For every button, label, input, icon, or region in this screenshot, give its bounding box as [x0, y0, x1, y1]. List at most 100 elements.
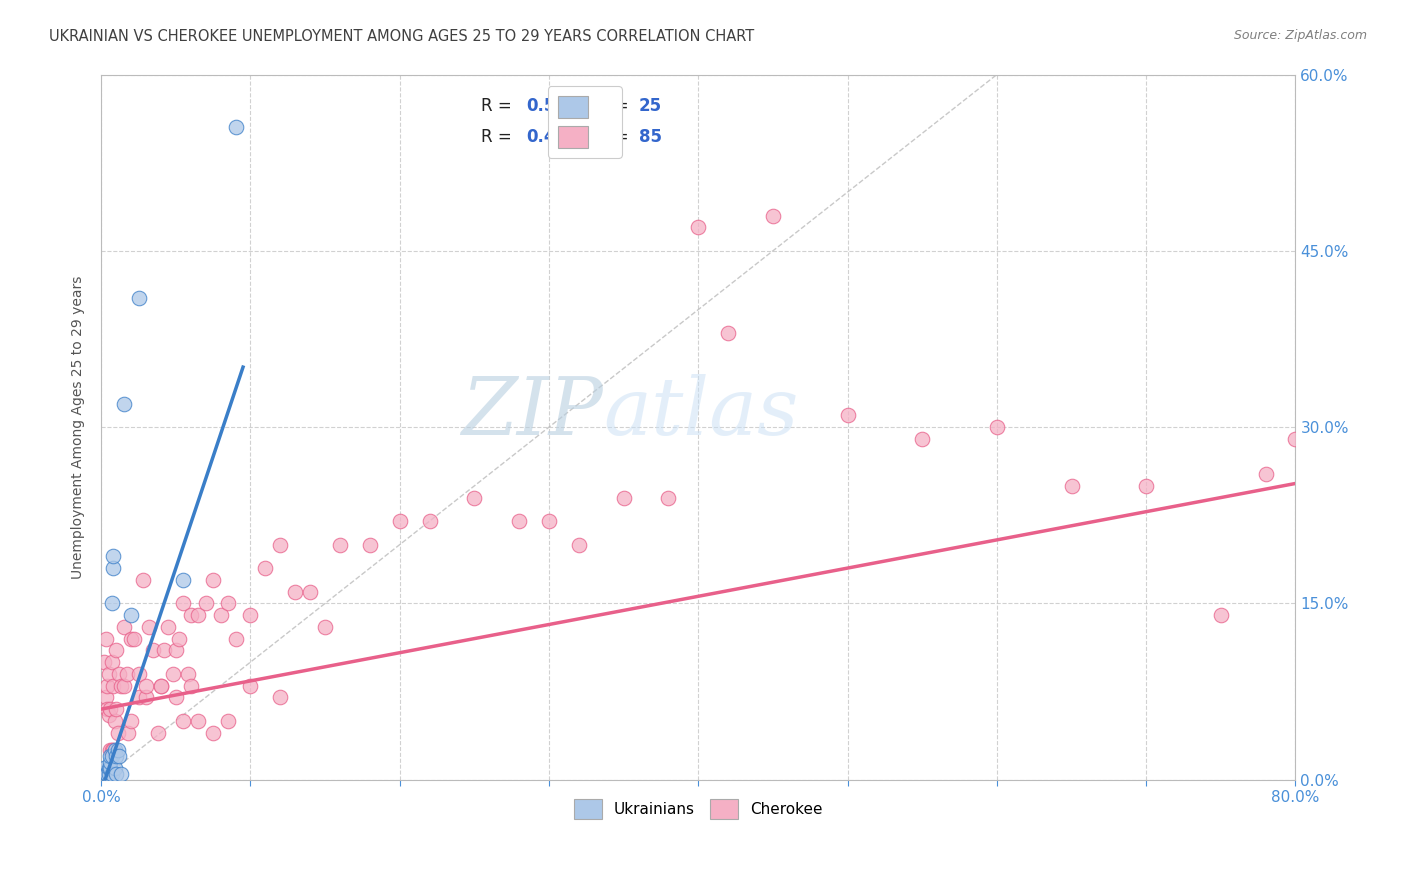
Point: [105, 749, 128, 764]
Point: [94, 632, 117, 646]
Text: ZIP: ZIP: [461, 375, 603, 451]
Point: [101, 743, 124, 757]
Point: [120, 714, 142, 728]
Point: [177, 666, 200, 681]
Point: [284, 584, 307, 599]
Y-axis label: Unemployment Among Ages 25 to 29 years: Unemployment Among Ages 25 to 29 years: [72, 276, 86, 579]
Point: [657, 491, 679, 505]
Point: [98, 755, 121, 769]
Point: [120, 632, 142, 646]
Point: [108, 749, 131, 764]
Point: [269, 538, 291, 552]
Text: atlas: atlas: [603, 375, 799, 451]
Point: [359, 538, 381, 552]
Point: [538, 514, 561, 528]
Text: R =: R =: [481, 97, 517, 115]
Point: [94, 766, 117, 780]
Point: [97, 666, 120, 681]
Point: [100, 596, 122, 610]
Point: [108, 666, 131, 681]
Point: [107, 743, 129, 757]
Point: [96, 766, 118, 780]
Point: [269, 690, 291, 705]
Point: [128, 291, 150, 305]
Point: [314, 620, 336, 634]
Point: [419, 514, 441, 528]
Point: [149, 679, 172, 693]
Point: [105, 643, 128, 657]
Point: [98, 761, 121, 775]
Point: [613, 491, 636, 505]
Point: [153, 643, 176, 657]
Point: [717, 326, 740, 340]
Point: [688, 220, 710, 235]
Point: [172, 573, 194, 587]
Point: [96, 679, 118, 693]
Point: [172, 714, 194, 728]
Point: [138, 620, 160, 634]
Point: [157, 620, 180, 634]
Point: [837, 409, 859, 423]
Point: [97, 708, 120, 723]
Point: [239, 608, 262, 623]
Point: [239, 679, 262, 693]
Point: [98, 749, 121, 764]
Point: [1254, 467, 1277, 481]
Point: [299, 584, 322, 599]
Point: [110, 679, 132, 693]
Point: [194, 596, 217, 610]
Point: [165, 643, 187, 657]
Point: [388, 514, 411, 528]
Point: [97, 761, 120, 775]
Point: [911, 432, 934, 446]
Text: N =: N =: [596, 97, 634, 115]
Point: [329, 538, 352, 552]
Point: [1135, 479, 1157, 493]
Point: [187, 608, 209, 623]
Point: [762, 209, 785, 223]
Text: R =: R =: [481, 128, 517, 145]
Point: [93, 655, 115, 669]
Point: [135, 690, 157, 705]
Point: [217, 596, 239, 610]
Point: [112, 679, 135, 693]
Point: [104, 714, 127, 728]
Point: [96, 702, 118, 716]
Point: [112, 620, 135, 634]
Point: [180, 679, 202, 693]
Text: Source: ZipAtlas.com: Source: ZipAtlas.com: [1233, 29, 1367, 42]
Point: [986, 420, 1008, 434]
Point: [568, 538, 591, 552]
Point: [128, 690, 150, 705]
Point: [1209, 608, 1232, 623]
Point: [165, 690, 187, 705]
Point: [101, 679, 124, 693]
Point: [180, 608, 202, 623]
Point: [93, 761, 115, 775]
Point: [115, 666, 138, 681]
Point: [101, 549, 124, 564]
Point: [142, 643, 165, 657]
Point: [105, 766, 128, 780]
Point: [187, 714, 209, 728]
Point: [98, 743, 121, 757]
Text: 25: 25: [638, 97, 662, 115]
Point: [101, 561, 124, 575]
Point: [135, 679, 157, 693]
Text: N =: N =: [596, 128, 634, 145]
Text: 0.516: 0.516: [526, 97, 579, 115]
Point: [104, 761, 127, 775]
Point: [128, 666, 150, 681]
Point: [117, 725, 139, 739]
Point: [508, 514, 530, 528]
Point: [107, 725, 129, 739]
Point: [98, 702, 121, 716]
Point: [100, 766, 122, 780]
Point: [217, 714, 239, 728]
Point: [1284, 432, 1306, 446]
Point: [100, 743, 122, 757]
Point: [120, 608, 142, 623]
Point: [209, 608, 232, 623]
Point: [1060, 479, 1083, 493]
Text: 0.473: 0.473: [526, 128, 579, 145]
